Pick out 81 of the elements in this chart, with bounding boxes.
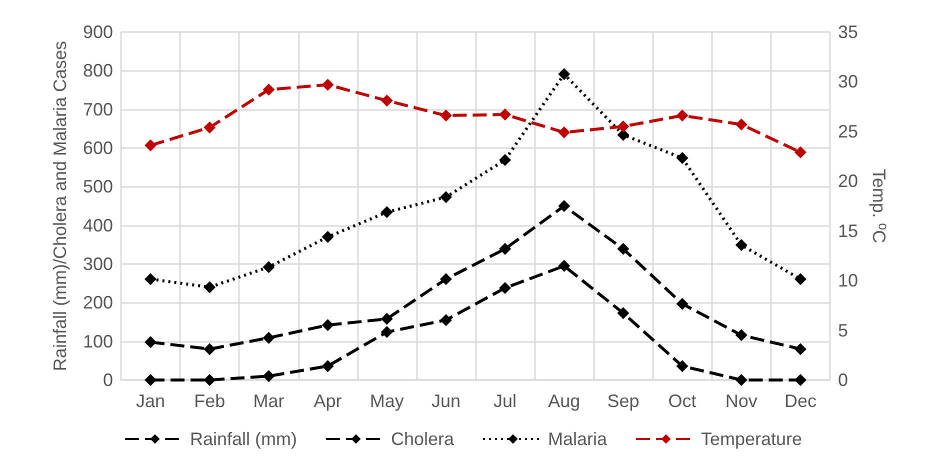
y2-tick-label: 25 — [838, 121, 858, 142]
legend-label: Cholera — [390, 429, 455, 449]
y2-tick-label: 10 — [838, 270, 858, 291]
point — [794, 273, 806, 286]
point — [262, 84, 275, 96]
x-tick-label: Aug — [548, 391, 580, 411]
point — [204, 121, 216, 134]
point — [735, 329, 748, 342]
point — [322, 319, 334, 332]
y2-tick-label: 5 — [838, 320, 848, 340]
x-tick-label: Sep — [607, 391, 640, 411]
x-tick-label: May — [370, 391, 404, 411]
point — [204, 374, 216, 386]
point — [144, 139, 157, 152]
x-tick-label: Mar — [253, 391, 284, 411]
point — [499, 282, 512, 294]
x-tick-label: Nov — [725, 391, 758, 411]
point — [380, 206, 393, 218]
point — [617, 120, 630, 132]
y-tick-label: 700 — [82, 99, 113, 120]
point — [380, 94, 393, 107]
point — [794, 146, 806, 158]
point — [380, 312, 393, 325]
x-tick-label: Jul — [494, 391, 517, 411]
point — [499, 242, 512, 255]
point — [617, 307, 630, 320]
y-tick-label: 300 — [82, 254, 113, 274]
point — [440, 191, 452, 204]
y-axis-title: Rainfall (mm)/Cholera and Malaria Cases — [50, 40, 70, 372]
x-tick-label: Jan — [136, 391, 166, 411]
y2-tick-label: 30 — [838, 72, 858, 92]
x-tick-label: Jun — [431, 391, 460, 411]
point — [144, 273, 157, 286]
point — [322, 230, 334, 243]
point — [440, 314, 452, 326]
point — [735, 118, 748, 130]
y2-axis-title: Temp. ⁰C — [869, 168, 889, 244]
x-tick-label: Feb — [194, 391, 226, 411]
point — [617, 242, 630, 255]
point — [676, 298, 688, 310]
point — [262, 332, 275, 344]
x-tick-label: Oct — [668, 391, 696, 411]
point — [440, 110, 452, 122]
y-tick-label: 500 — [82, 176, 113, 197]
point — [558, 126, 570, 138]
point — [735, 239, 748, 252]
y-tick-label: 900 — [82, 22, 113, 42]
point — [144, 336, 157, 348]
y-tick-label: 800 — [82, 60, 113, 81]
point — [204, 343, 216, 356]
point — [794, 343, 806, 356]
y2-tick-label: 20 — [838, 171, 858, 192]
point — [262, 261, 275, 274]
point — [558, 260, 570, 272]
y-tick-label: 400 — [82, 215, 113, 236]
point — [499, 154, 512, 166]
point — [440, 273, 452, 286]
point — [558, 200, 570, 212]
y-tick-label: 600 — [82, 138, 113, 158]
point — [262, 370, 275, 382]
legend-label: Malaria — [548, 429, 608, 449]
y-tick-label: 0 — [102, 370, 113, 390]
point — [558, 68, 570, 80]
y-tick-label: 200 — [82, 292, 113, 313]
legend-label: Temperature — [701, 429, 802, 449]
legend-label: Rainfall (mm) — [190, 429, 297, 449]
y2-tick-label: 0 — [838, 370, 848, 390]
y2-tick-label: 15 — [838, 220, 858, 241]
x-tick-label: Dec — [784, 391, 816, 411]
point — [322, 360, 334, 372]
point — [676, 110, 688, 122]
point — [735, 374, 748, 386]
point — [676, 152, 688, 164]
point — [322, 78, 334, 91]
point — [380, 326, 393, 338]
x-tick-label: Apr — [314, 391, 342, 411]
point — [676, 360, 688, 372]
y2-tick-label: 35 — [838, 22, 858, 42]
y-tick-label: 100 — [82, 331, 113, 352]
point — [499, 108, 512, 121]
point — [204, 281, 216, 294]
